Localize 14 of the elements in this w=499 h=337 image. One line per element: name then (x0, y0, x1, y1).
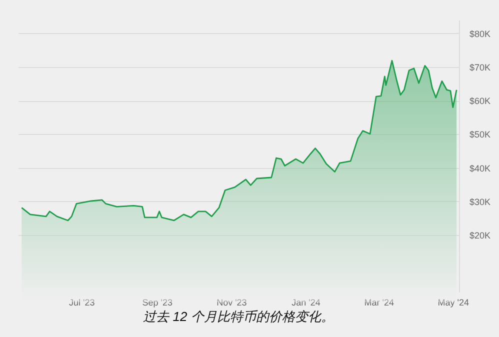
y-tick-label: $50K (470, 130, 491, 140)
y-tick-label: $70K (470, 62, 491, 73)
x-tick-label: Mar '24 (364, 298, 394, 308)
y-tick-label: $60K (470, 96, 491, 106)
y-tick-label: $20K (470, 230, 491, 240)
y-tick-label: $30K (470, 196, 491, 207)
x-tick-label: Nov '23 (216, 298, 247, 308)
y-tick-label: $80K (470, 28, 491, 39)
x-tick-label: May '24 (438, 298, 470, 308)
y-tick-label: $40K (470, 163, 491, 174)
x-tick-label: Sep '23 (142, 298, 173, 308)
x-tick-label: Jan '24 (292, 298, 320, 308)
x-tick-label: Jul '23 (68, 298, 95, 308)
text: 过去 12 个月比特币的价格变化。 (143, 309, 334, 324)
